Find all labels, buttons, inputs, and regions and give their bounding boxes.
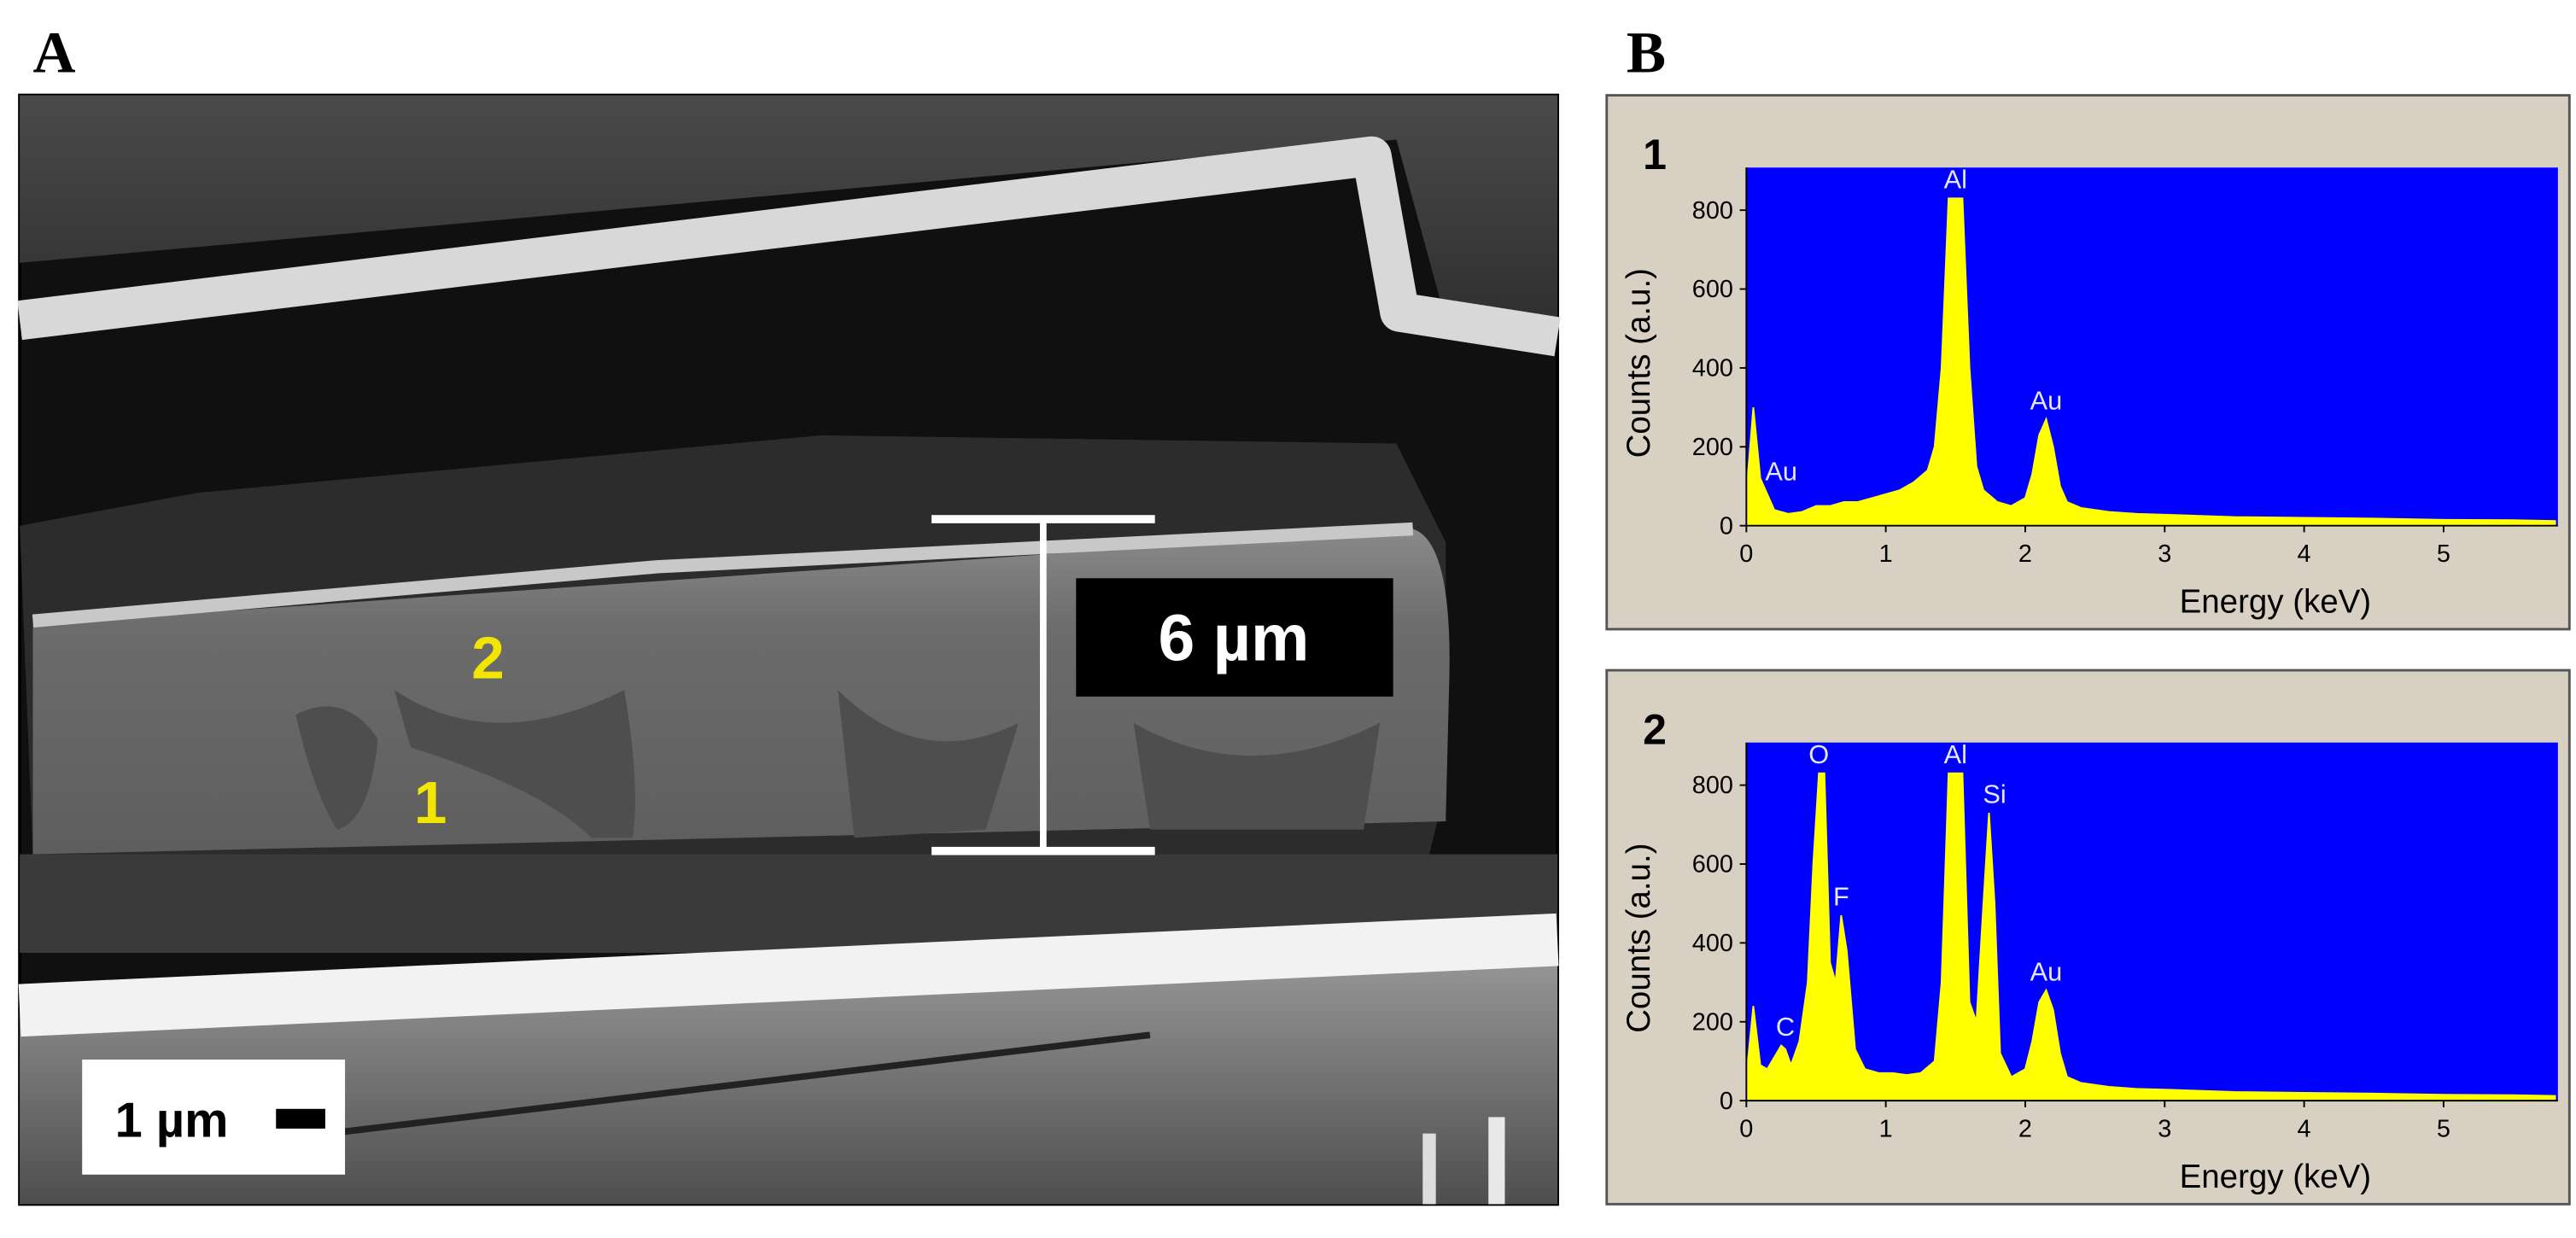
- peak-label: Si: [1983, 779, 2006, 809]
- scale-bar-label: 1 µm: [115, 1093, 229, 1147]
- y-tick-label: 800: [1692, 772, 1733, 799]
- y-tick-label: 0: [1720, 512, 1733, 540]
- x-tick-label: 2: [2018, 1115, 2032, 1142]
- x-tick-label: 3: [2158, 1115, 2171, 1142]
- peak-label: C: [1776, 1012, 1795, 1042]
- y-tick-label: 0: [1720, 1088, 1733, 1115]
- plot-area: [1746, 167, 2558, 526]
- panel-label: A: [32, 20, 75, 85]
- x-tick-label: 1: [1879, 1115, 1893, 1142]
- x-tick-label: 5: [2437, 540, 2450, 568]
- x-axis-title: Energy (keV): [2180, 584, 2371, 621]
- spectrum: [1745, 197, 2556, 527]
- plot-area: [1746, 742, 2558, 1101]
- region-label: 2: [471, 625, 505, 692]
- x-tick-label: 4: [2298, 1115, 2311, 1142]
- x-axis-title: Energy (keV): [2180, 1159, 2371, 1195]
- peak-label: Al: [1944, 165, 1967, 195]
- y-tick-label: 800: [1692, 197, 1733, 225]
- panel-label: B: [1627, 20, 1666, 85]
- chart-label: 2: [1643, 706, 1667, 754]
- y-tick-label: 400: [1692, 355, 1733, 382]
- x-tick-label: 2: [2018, 540, 2032, 568]
- peak-label: Au: [1765, 457, 1797, 487]
- x-tick-label: 1: [1879, 540, 1893, 568]
- x-tick-label: 4: [2298, 540, 2311, 568]
- peak-label: Al: [1944, 739, 1967, 769]
- peak-label: O: [1808, 739, 1829, 769]
- y-tick-label: 600: [1692, 276, 1733, 303]
- y-axis-title: Counts (a.u.): [1621, 843, 1657, 1032]
- y-tick-label: 600: [1692, 851, 1733, 879]
- chart-label: 1: [1643, 131, 1667, 178]
- x-tick-label: 3: [2158, 540, 2171, 568]
- x-tick-label: 0: [1739, 540, 1753, 568]
- x-tick-label: 0: [1739, 1115, 1753, 1142]
- sem-image: 6 µm 2 1 1 µm: [17, 93, 1561, 1206]
- spectrum: [1745, 772, 2556, 1102]
- peak-label: Au: [2030, 956, 2063, 986]
- peak-label: Au: [2030, 385, 2063, 415]
- region-label: 1: [414, 769, 447, 836]
- peak-label: F: [1833, 881, 1849, 911]
- y-axis-title: Counts (a.u.): [1621, 268, 1657, 458]
- y-tick-label: 400: [1692, 930, 1733, 957]
- x-tick-label: 5: [2437, 1115, 2450, 1142]
- y-tick-label: 200: [1692, 1008, 1733, 1036]
- measurement-label: 6 µm: [1159, 601, 1310, 674]
- y-tick-label: 200: [1692, 434, 1733, 461]
